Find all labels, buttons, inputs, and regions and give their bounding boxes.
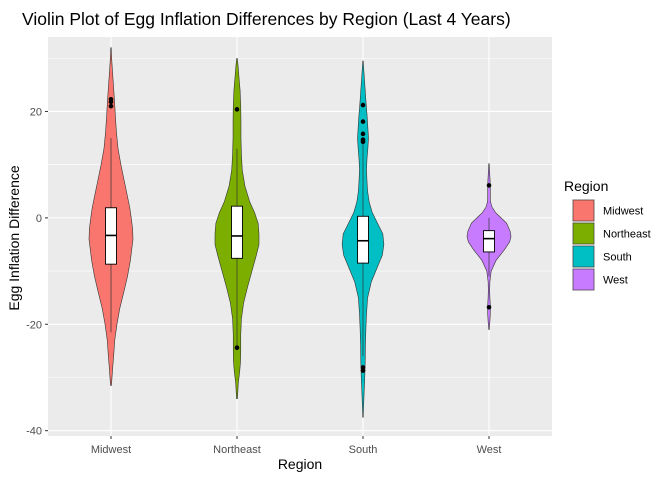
legend-label: Northeast	[603, 229, 651, 241]
legend-swatch-northeast	[572, 222, 595, 245]
violin-group-midwest	[88, 47, 134, 386]
violin-group-west	[466, 163, 512, 330]
outlier-point	[360, 368, 366, 373]
violin-group-northeast	[214, 57, 260, 400]
outlier-point	[108, 103, 114, 109]
legend-label: West	[603, 275, 628, 287]
y-tick-label: 0	[36, 213, 42, 225]
x-tick-label: Midwest	[91, 444, 131, 456]
legend-label: Midwest	[603, 206, 643, 218]
legend-swatch-midwest	[572, 199, 595, 222]
x-tick-label: Northeast	[213, 444, 261, 456]
box	[231, 205, 243, 259]
outlier-point	[360, 119, 366, 124]
outlier-point	[360, 365, 366, 370]
legend-title: Region	[564, 178, 608, 194]
y-tick-label: 20	[30, 106, 42, 118]
outlier-point	[234, 345, 240, 350]
x-tick-label: West	[477, 444, 502, 456]
x-axis-label: Region	[278, 456, 322, 472]
legend: Region Midwest Northeast South West	[564, 178, 651, 291]
outlier-point	[234, 107, 240, 112]
legend-label: South	[603, 252, 632, 264]
legend-swatch-south	[572, 245, 595, 268]
y-axis-label: Egg Inflation Difference	[6, 165, 22, 310]
outlier-point	[108, 99, 114, 105]
outlier-point	[360, 102, 366, 108]
y-tick-label: -20	[26, 319, 42, 331]
outlier-point	[486, 304, 492, 310]
axes: -40 -20 0 20 Midwest Northeast South West	[26, 106, 501, 456]
outlier-point	[360, 139, 366, 145]
y-tick-label: -40	[26, 426, 42, 438]
box	[483, 230, 495, 253]
chart-title: Violin Plot of Egg Inflation Differences…	[22, 9, 511, 29]
outlier-point	[360, 131, 366, 137]
x-tick-label: South	[349, 444, 378, 456]
outlier-point	[486, 183, 492, 188]
box	[357, 215, 369, 264]
legend-swatch-west	[572, 268, 595, 291]
violins	[88, 47, 512, 418]
violin-group-south	[341, 60, 385, 418]
